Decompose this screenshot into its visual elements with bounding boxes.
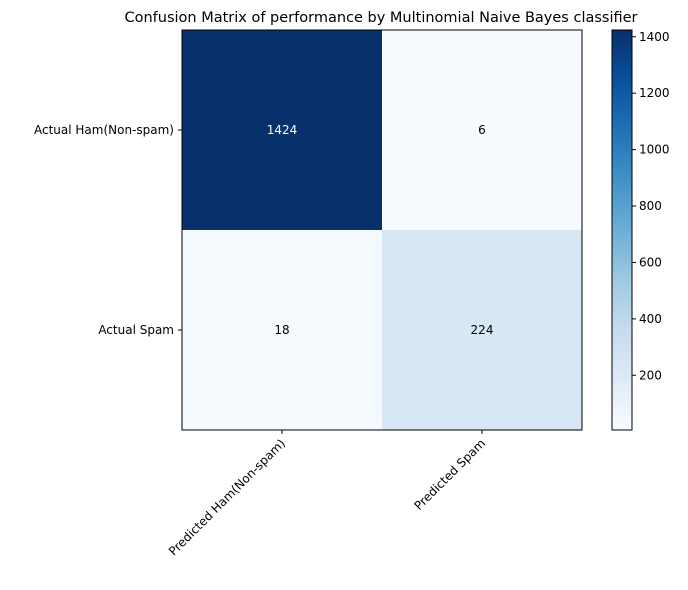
matrix-cell bbox=[382, 230, 582, 430]
colorbar-tick-label: 1400 bbox=[639, 30, 670, 44]
cell-value-label: 224 bbox=[471, 323, 494, 337]
col-tick-label: Predicted Ham(Non-spam) bbox=[166, 436, 288, 558]
colorbar-tick-label: 600 bbox=[639, 255, 662, 269]
cell-value-label: 6 bbox=[478, 123, 486, 137]
colorbar-tick-label: 1200 bbox=[639, 86, 670, 100]
matrix-cell bbox=[182, 30, 382, 230]
row-tick-label: Actual Ham(Non-spam) bbox=[34, 123, 174, 137]
row-tick-label: Actual Spam bbox=[98, 323, 174, 337]
colorbar-tick-label: 800 bbox=[639, 199, 662, 213]
chart-title: Confusion Matrix of performance by Multi… bbox=[124, 10, 637, 26]
colorbar bbox=[611, 29, 633, 431]
matrix-cell bbox=[382, 30, 582, 230]
colorbar-tick-label: 200 bbox=[639, 368, 662, 382]
colorbar-tick-label: 1000 bbox=[639, 143, 670, 157]
col-tick-label: Predicted Spam bbox=[411, 436, 488, 513]
cell-value-label: 1424 bbox=[267, 123, 298, 137]
plot-frame bbox=[181, 29, 583, 431]
matrix-cell bbox=[182, 230, 382, 430]
cell-value-label: 18 bbox=[274, 323, 289, 337]
colorbar-tick-label: 400 bbox=[639, 312, 662, 326]
